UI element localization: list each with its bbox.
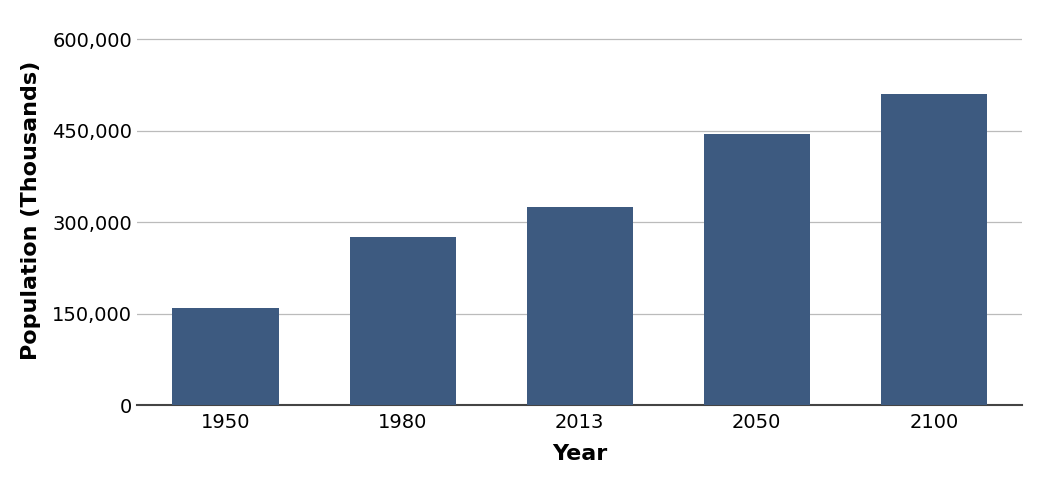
Bar — [173, 307, 278, 405]
Y-axis label: Population (Thousands): Population (Thousands) — [21, 60, 41, 360]
Bar — [350, 238, 455, 405]
X-axis label: Year: Year — [552, 444, 607, 463]
Bar — [704, 134, 809, 405]
Bar — [527, 207, 632, 405]
Bar — [881, 94, 987, 405]
